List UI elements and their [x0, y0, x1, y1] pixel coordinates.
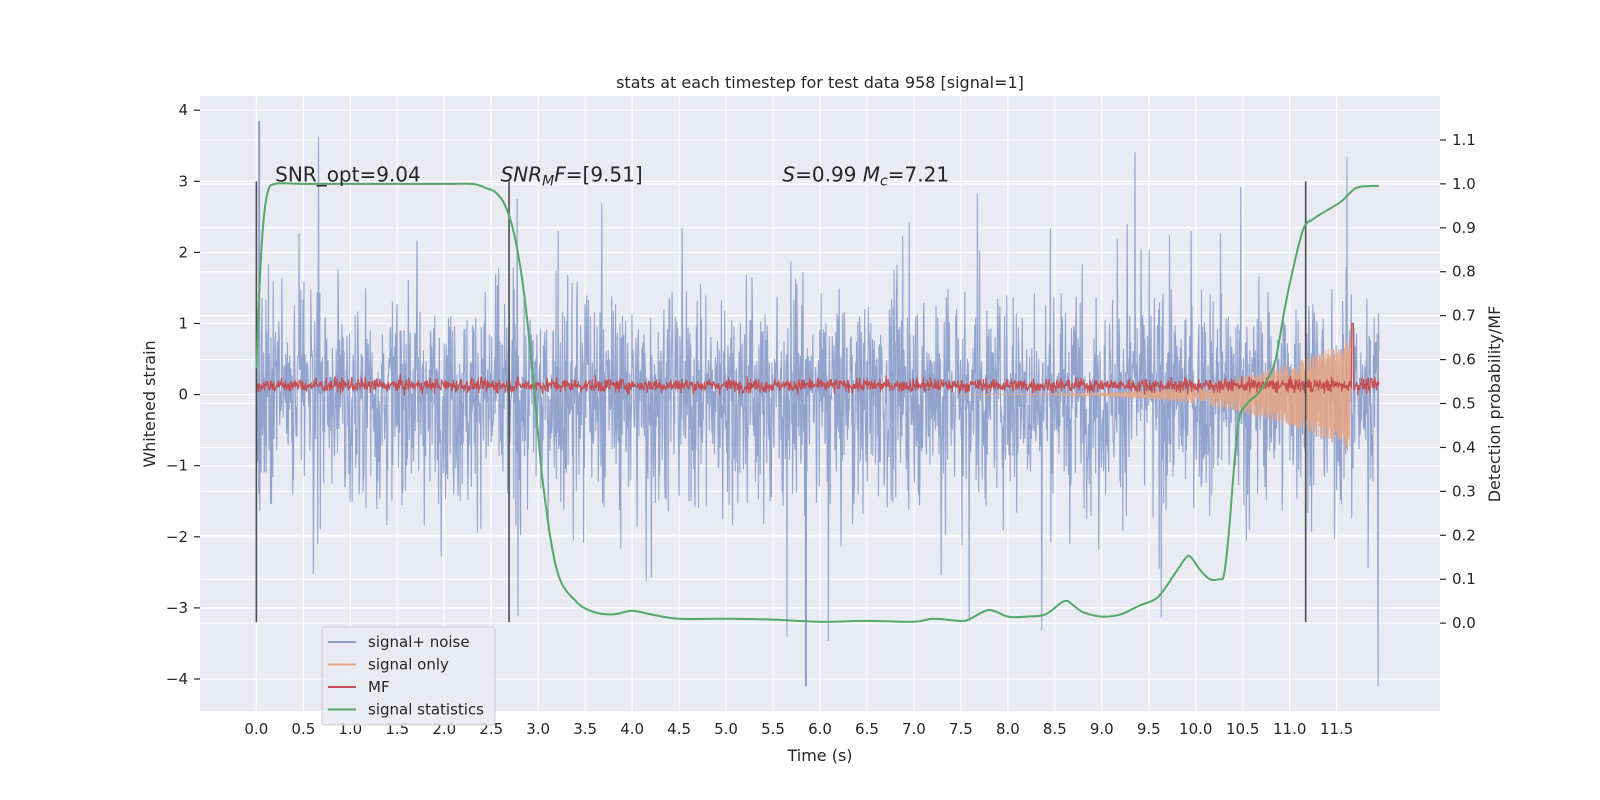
series-mf: [255, 322, 1380, 396]
annotation-part: =7.21: [888, 162, 949, 186]
chart-title: stats at each timestep for test data 958…: [616, 73, 1024, 92]
annotation-part: F: [554, 162, 566, 186]
annotation: SNR_opt=9.04: [275, 162, 421, 186]
y-tick-label-left: −2: [166, 528, 188, 546]
annotation-part: M: [542, 173, 554, 189]
annotation-part: SNR: [501, 162, 543, 186]
legend-box: [321, 626, 496, 726]
y-tick-label-left: −3: [166, 599, 188, 617]
y-tick-label-right: 0.0: [1452, 614, 1476, 632]
legend-entry: MF: [368, 678, 390, 696]
x-tick-label: 7.0: [902, 720, 926, 738]
y-tick-label-left: 4: [178, 101, 188, 119]
x-tick-label: 8.5: [1043, 720, 1067, 738]
y-tick-label-right: 0.1: [1452, 570, 1476, 588]
x-tick-label: 0.5: [291, 720, 315, 738]
x-tick-label: 6.5: [855, 720, 879, 738]
y-tick-label-right: 0.4: [1452, 438, 1476, 456]
annotation-part: SNR_opt=9.04: [275, 162, 421, 186]
y-axis-label-left: Whitened strain: [140, 340, 159, 467]
annotations: SNR_opt=9.04 SNRMF=[9.51] S=0.99 Mc=7.21: [275, 162, 949, 189]
x-tick-label: 4.0: [620, 720, 644, 738]
annotation-part: c: [880, 173, 888, 189]
y-tick-label-right: 1.0: [1452, 175, 1476, 193]
y-tick-label-left: −4: [166, 670, 188, 688]
annotation-part: M: [863, 162, 880, 186]
y-tick-label-right: 0.5: [1452, 395, 1476, 413]
y-tick-label-left: 0: [178, 386, 188, 404]
y-tick-label-left: 2: [178, 243, 188, 261]
legend-entry: signal only: [368, 656, 449, 674]
x-tick-label: 9.5: [1137, 720, 1161, 738]
x-tick-label: 9.0: [1090, 720, 1114, 738]
x-tick-label: 11.0: [1273, 720, 1306, 738]
x-axis-label: Time (s): [786, 746, 852, 765]
axes: 0.0 0.5 1.0 1.5 2.0 2.5 3.0 3.5 4.0 4.5 5.0 5.5 6.0 6…: [166, 101, 1476, 738]
x-tick-label: 3.5: [573, 720, 597, 738]
x-tick-label: 10.0: [1179, 720, 1212, 738]
annotation-part: =[9.51]: [566, 162, 643, 186]
y-tick-label-left: −1: [166, 457, 188, 475]
x-tick-label: 7.5: [949, 720, 973, 738]
annotation: SNRMF=[9.51]: [501, 162, 643, 189]
x-tick-label: 10.5: [1226, 720, 1259, 738]
x-tick-label: 5.5: [761, 720, 785, 738]
x-tick-label: 0.0: [244, 720, 268, 738]
legend: signal+ noise signal only MF signal statist…: [321, 626, 496, 726]
x-tick-label: 5.0: [714, 720, 738, 738]
annotation-part: S: [782, 162, 795, 186]
x-tick-label: 3.0: [526, 720, 550, 738]
y-tick-label-right: 0.3: [1452, 482, 1476, 500]
vertical-markers: [255, 181, 1307, 623]
y-tick-label-right: 0.9: [1452, 219, 1476, 237]
y-tick-label-right: 0.6: [1452, 351, 1476, 369]
stat-layer: [255, 182, 1379, 623]
x-tick-label: 6.0: [808, 720, 832, 738]
y-tick-label-left: 3: [178, 172, 188, 190]
annotation: S=0.99 Mc=7.21: [782, 162, 949, 189]
y-tick-label-right: 0.7: [1452, 307, 1476, 325]
x-tick-label: 8.0: [996, 720, 1020, 738]
series-signal-only: [960, 338, 1352, 450]
annotation-part: =0.99: [795, 162, 863, 186]
y-tick-label-left: 1: [178, 315, 188, 333]
y-tick-label-right: 0.2: [1452, 526, 1476, 544]
y-tick-label-right: 1.1: [1452, 131, 1476, 149]
legend-entry: signal statistics: [368, 701, 484, 719]
series-signal-noise: [255, 136, 1380, 687]
legend-entry: signal+ noise: [368, 633, 470, 651]
data-layer: [255, 120, 1380, 687]
x-tick-label: 4.5: [667, 720, 691, 738]
y-tick-label-right: 0.8: [1452, 263, 1476, 281]
series-signal-statistics: [255, 182, 1379, 623]
x-tick-label: 11.5: [1320, 720, 1353, 738]
y-axis-label-right: Detection probability/MF: [1485, 306, 1504, 503]
